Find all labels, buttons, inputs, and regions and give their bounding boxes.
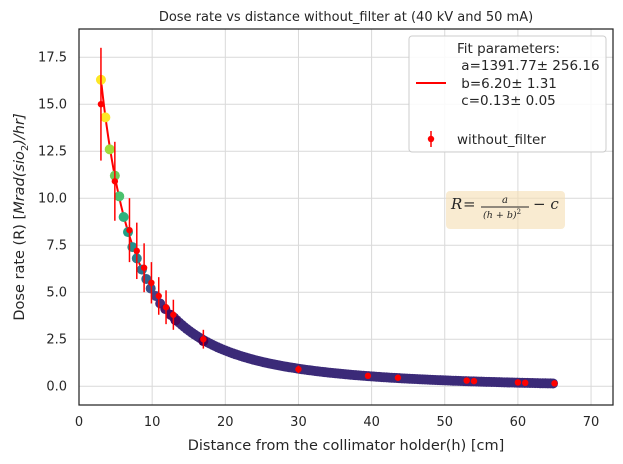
- errorbar-point: [170, 311, 177, 318]
- legend-box: [408, 35, 607, 153]
- legend: Fit parameters: a=1391.77± 256.16 b=6.20…: [408, 35, 607, 153]
- errorbar-point: [97, 101, 105, 108]
- legend-fit-c: c=0.13± 0.05: [457, 93, 556, 109]
- y-tick-label: 2.5: [46, 333, 67, 348]
- y-tick-labels: 0.0 2.5 5.0 7.5 10.0 12.5 15.0 17.5: [38, 51, 67, 395]
- y-tick-label: 12.5: [38, 145, 67, 160]
- legend-fit-a: a=1391.77± 256.16: [457, 58, 600, 74]
- colored-data-point: [100, 112, 111, 123]
- errorbar-point: [111, 178, 119, 185]
- y-tick-label: 10.0: [38, 192, 67, 207]
- formula-denominator: (h + b)2: [483, 208, 521, 221]
- errorbar-point: [470, 377, 478, 385]
- formula-numerator: a: [502, 195, 508, 206]
- colored-data-point: [104, 144, 115, 155]
- y-tick-label: 7.5: [46, 239, 67, 254]
- formula-denominator-base: (h + b): [483, 210, 517, 221]
- x-tick-label: 40: [363, 415, 380, 430]
- errorbar-point: [126, 226, 133, 234]
- legend-series-label: without_filter: [457, 132, 546, 148]
- x-tick-label: 20: [217, 415, 234, 430]
- colored-data-point: [118, 212, 129, 222]
- errorbar-point: [140, 264, 148, 271]
- legend-fit-b: b=6.20± 1.31: [457, 76, 557, 92]
- formula-annotation: R = a (h + b)2 − c: [446, 191, 565, 229]
- formula-tail: − c: [533, 195, 559, 213]
- x-axis-label: Distance from the collimator holder(h) […: [188, 438, 505, 454]
- y-axis-label: Dose rate (R) [Mrad(sio2)/hr]: [12, 113, 31, 320]
- errorbar-point: [295, 366, 302, 373]
- formula-equals: =: [463, 195, 476, 213]
- y-axis-label-subscript: 2: [20, 145, 31, 151]
- errorbar-series-layer: [97, 47, 558, 387]
- legend-fit-title: Fit parameters:: [457, 41, 560, 57]
- y-axis-label-suffix: )/hr]: [12, 113, 28, 145]
- x-tick-labels: 0 10 20 30 40 50 60 70: [75, 415, 599, 430]
- errorbar-point: [394, 374, 402, 381]
- x-tick-label: 0: [75, 415, 83, 430]
- errorbar-point: [364, 372, 372, 380]
- x-tick-label: 10: [144, 415, 161, 430]
- errorbar-point: [551, 380, 558, 387]
- y-tick-label: 5.0: [46, 286, 67, 301]
- formula-box: [446, 191, 565, 229]
- plot-frame: [78, 28, 614, 406]
- y-tick-label: 0.0: [46, 380, 67, 395]
- formula-denominator-power: 2: [517, 208, 521, 216]
- x-tick-label: 70: [583, 415, 600, 430]
- errorbar-point: [200, 336, 207, 343]
- errorbar-point: [133, 247, 140, 255]
- errorbar-point: [155, 292, 162, 300]
- errorbar-point: [148, 279, 155, 286]
- y-tick-label: 15.0: [38, 98, 67, 113]
- errorbar-point: [463, 377, 470, 384]
- errorbar-point: [514, 379, 522, 386]
- x-tick-label: 50: [436, 415, 453, 430]
- colored-data-point: [114, 191, 125, 202]
- errorbar-point: [162, 304, 170, 311]
- y-axis-label-prefix: Dose rate (R) [: [12, 214, 28, 321]
- legend-errorbar-marker: [427, 135, 435, 143]
- x-tick-label: 30: [290, 415, 307, 430]
- formula-lhs: R: [450, 195, 462, 213]
- errorbar-point: [522, 379, 529, 387]
- y-tick-label: 17.5: [38, 51, 67, 66]
- chart-title: Dose rate vs distance without_filter at …: [159, 10, 533, 25]
- y-axis-label-math: Mrad(sio: [12, 151, 28, 214]
- x-tick-label: 60: [510, 415, 527, 430]
